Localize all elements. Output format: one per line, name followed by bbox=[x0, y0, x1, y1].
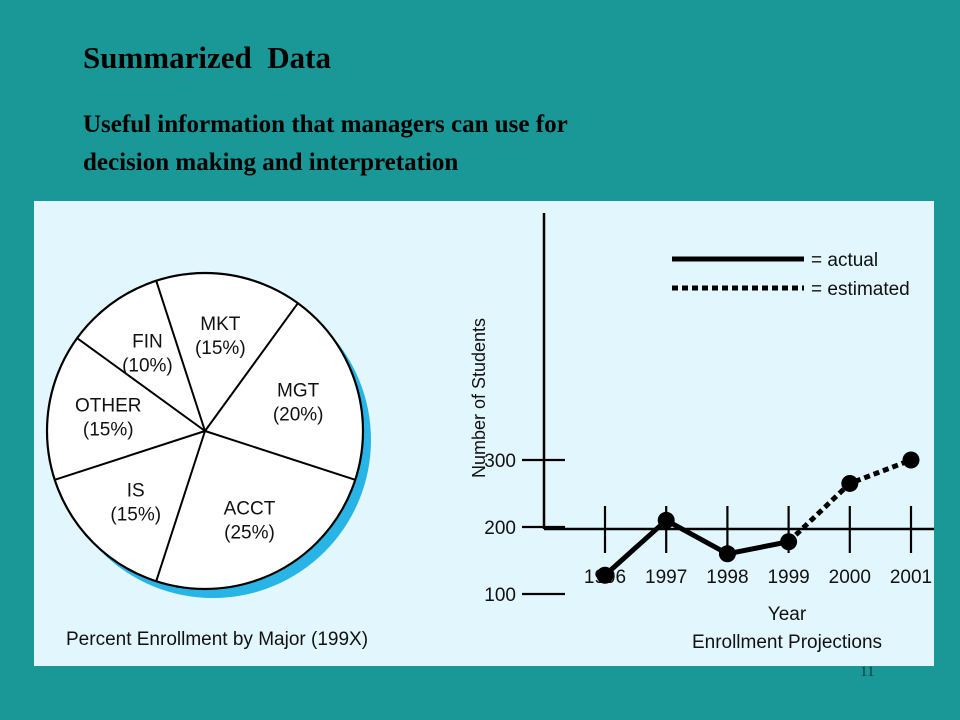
slide-subtitle: Useful information that managers can use… bbox=[83, 106, 783, 182]
pie-slice-divider bbox=[76, 337, 206, 432]
subtitle-line-2: decision making and interpretation bbox=[83, 149, 459, 176]
legend-label: = actual bbox=[811, 250, 878, 271]
pie-chart: MGT (20%) ACCT (25%) IS (15%) OTHER (15%) FIN (10… bbox=[45, 271, 371, 650]
pie-slice-label: MGT bbox=[277, 381, 320, 402]
pie-slice-divider bbox=[204, 430, 356, 481]
pie-slice-value: (20%) bbox=[273, 405, 324, 426]
x-axis-title: Year bbox=[768, 604, 807, 625]
x-tick-label: 2000 bbox=[829, 567, 871, 588]
page-number: 11 bbox=[860, 664, 875, 680]
series-line-actual bbox=[603, 517, 790, 578]
pie-chart-title: Percent Enrollment by Major (199X) bbox=[66, 629, 368, 650]
pie-slice-label: FIN bbox=[132, 332, 163, 353]
y-tick-label: 200 bbox=[484, 518, 516, 539]
pie-slice-divider bbox=[204, 302, 299, 432]
pie-slice-label: OTHER bbox=[75, 396, 142, 417]
pie-slice-label: MKT bbox=[200, 314, 241, 335]
slide-title: Summarized Data bbox=[83, 40, 331, 75]
y-tick-label: 300 bbox=[484, 451, 516, 472]
pie-slice-value: (15%) bbox=[110, 504, 161, 525]
pie-slice-divider bbox=[54, 430, 206, 481]
line-chart-title: Enrollment Projections bbox=[692, 632, 882, 653]
data-point bbox=[780, 533, 798, 551]
pie-slice-value: (25%) bbox=[224, 522, 275, 543]
x-tick-label: 1999 bbox=[767, 567, 809, 588]
x-tick-label: 1997 bbox=[645, 567, 687, 588]
pie-slice-value: (10%) bbox=[122, 356, 173, 377]
data-point bbox=[657, 511, 675, 529]
data-point bbox=[902, 451, 920, 469]
chart-panel: MGT (20%) ACCT (25%) IS (15%) OTHER (15%) FIN (10… bbox=[34, 201, 934, 666]
y-axis-title: Number of Students bbox=[469, 318, 489, 478]
pie-slice-value: (15%) bbox=[83, 420, 134, 441]
subtitle-line-1: Useful information that managers can use… bbox=[83, 111, 568, 138]
pie-slice-value: (15%) bbox=[195, 338, 246, 359]
data-point bbox=[596, 566, 614, 584]
x-tick-label: 2001 bbox=[890, 567, 932, 588]
pie-slice-label: IS bbox=[127, 480, 145, 501]
data-point bbox=[841, 474, 859, 492]
data-point bbox=[718, 545, 736, 563]
legend-label: = estimated bbox=[811, 279, 910, 300]
y-tick-label: 100 bbox=[484, 585, 516, 606]
pie-slice-divider bbox=[155, 430, 206, 582]
pie-slice-label: ACCT bbox=[224, 498, 276, 519]
x-tick-label: 1998 bbox=[706, 567, 748, 588]
pie-slice-divider bbox=[155, 280, 206, 432]
